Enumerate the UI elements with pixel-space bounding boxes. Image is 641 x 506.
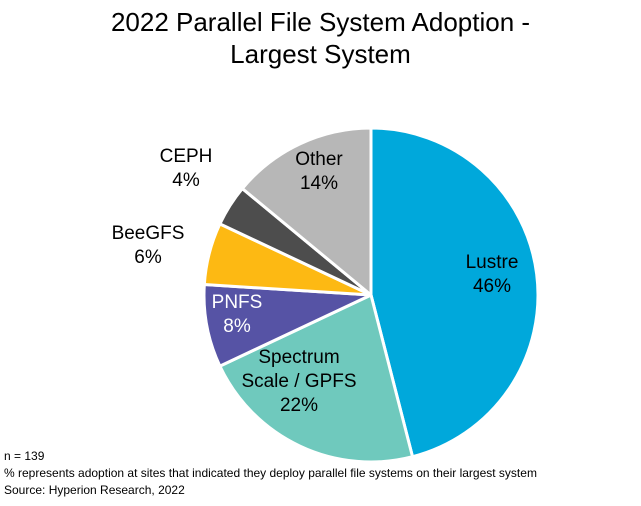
chart-notes: n = 139 % represents adoption at sites t…	[4, 448, 537, 499]
sample-size-note: n = 139	[4, 449, 45, 463]
slice-name: Scale / GPFS	[241, 371, 356, 392]
pie-slice-other	[240, 126, 373, 299]
slice-label-ceph: CEPH 4%	[160, 146, 213, 191]
slice-label-beegfs: BeeGFS 6%	[112, 223, 185, 268]
slice-label-lustre: Lustre 46%	[466, 252, 519, 297]
slice-name: Lustre	[466, 252, 519, 273]
slice-name: PNFS	[212, 292, 263, 313]
slice-percent: 4%	[172, 170, 200, 191]
source-note: Source: Hyperion Research, 2022	[4, 483, 185, 497]
pie-slice-spectrum	[217, 292, 415, 464]
chart-title-line-2: Largest System	[230, 39, 411, 69]
slice-percent: 6%	[134, 247, 162, 268]
definition-note: % represents adoption at sites that indi…	[4, 466, 537, 480]
slice-name: Spectrum	[258, 347, 339, 368]
pie-slice-lustre	[369, 126, 540, 459]
slice-percent: 8%	[223, 316, 251, 337]
slice-label-pnfs: PNFS 8%	[212, 292, 263, 337]
slice-percent: 46%	[473, 276, 511, 297]
slice-label-other: Other 14%	[295, 149, 343, 194]
chart-title: 2022 Parallel File System Adoption - Lar…	[0, 6, 641, 70]
slice-percent: 22%	[280, 395, 318, 416]
slice-name: Other	[295, 149, 343, 170]
slice-name: BeeGFS	[112, 223, 185, 244]
slice-percent: 14%	[300, 173, 338, 194]
slice-name: CEPH	[160, 146, 213, 167]
chart-title-line-1: 2022 Parallel File System Adoption -	[110, 7, 531, 37]
slice-label-spectrum: Spectrum Scale / GPFS 22%	[241, 347, 356, 416]
